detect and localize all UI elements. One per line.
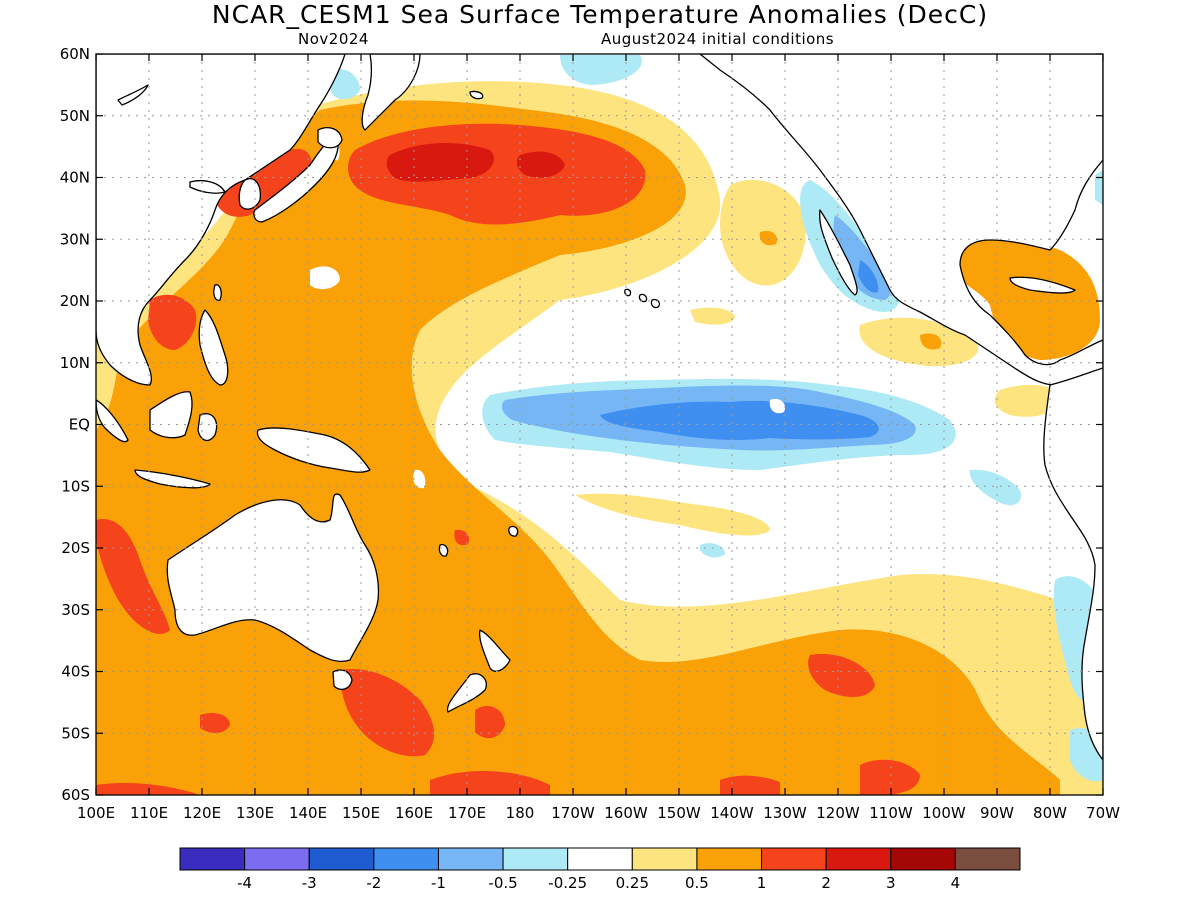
colorbar-swatch [696, 847, 763, 871]
lon-label: 150E [342, 804, 380, 822]
colorbar-label: -4 [237, 874, 252, 892]
colorbar-label: -0.5 [488, 874, 517, 892]
graticule [96, 54, 1103, 795]
colorbar-label: 3 [886, 874, 896, 892]
colorbar-label: 1 [757, 874, 767, 892]
colorbar-label: -2 [366, 874, 381, 892]
anomaly-field [96, 54, 1103, 795]
lat-label: EQ [69, 416, 90, 434]
lon-label: 170W [551, 804, 595, 822]
lat-label: 10N [60, 354, 90, 372]
lat-label: 60S [61, 786, 90, 804]
colorbar-swatch [502, 847, 569, 871]
lon-label: 130W [763, 804, 807, 822]
colorbar-label: 0.25 [616, 874, 649, 892]
colorbar-swatch [244, 847, 310, 871]
valid-month-label: Nov2024 [298, 30, 369, 48]
colorbar-label: -0.25 [548, 874, 587, 892]
colorbar-swatch [761, 847, 827, 871]
lon-label: 170E [448, 804, 486, 822]
colorbar-label: 0.5 [685, 874, 709, 892]
initial-conditions-label: August2024 initial conditions [601, 30, 835, 48]
colorbar-label: -1 [431, 874, 446, 892]
lon-label: 70W [1086, 804, 1120, 822]
colorbar-label: 4 [951, 874, 961, 892]
lon-label: 100E [77, 804, 115, 822]
lat-label: 20N [60, 292, 90, 310]
lon-label: 110W [869, 804, 913, 822]
colorbar-swatch [179, 847, 246, 871]
lon-label: 120W [816, 804, 860, 822]
lon-label: 130E [236, 804, 274, 822]
lat-label: 40N [60, 169, 90, 187]
lon-label: 160E [395, 804, 433, 822]
lat-label: 60N [60, 45, 90, 63]
colorbar-label: -3 [302, 874, 317, 892]
colorbar-swatch [954, 847, 1021, 871]
lon-label: 120E [183, 804, 221, 822]
map-title: NCAR_CESM1 Sea Surface Temperature Anoma… [211, 0, 989, 29]
colorbar-swatch [631, 847, 698, 871]
lon-label: 160W [604, 804, 648, 822]
colorbar-swatch [373, 847, 439, 871]
lat-label: 20S [61, 539, 90, 557]
lat-label: 50N [60, 107, 90, 125]
colorbar-swatch [308, 847, 375, 871]
colorbar-swatch [437, 847, 504, 871]
latitude-axis: 60N 50N 40N 30N 20N 10N EQ 10S 20S 30S 40S 50S 60S [60, 45, 1103, 804]
lon-label: 80W [1033, 804, 1067, 822]
lon-label: 90W [980, 804, 1014, 822]
lon-label: 180 [506, 804, 535, 822]
colorbar-swatch [825, 847, 892, 871]
colorbar: -4 -3 -2 -1 -0.5 -0.25 0.25 0.5 1 2 3 4 [179, 847, 1021, 892]
lon-label: 100W [922, 804, 966, 822]
lon-label: 150W [657, 804, 701, 822]
lat-label: 30S [61, 601, 90, 619]
lat-label: 10S [61, 477, 90, 495]
lon-label: 140W [710, 804, 754, 822]
lat-label: 30N [60, 230, 90, 248]
longitude-axis: 100E 110E 120E 130E 140E 150E 160E 170E 180 170W 1… [77, 54, 1120, 822]
lat-label: 40S [61, 663, 90, 681]
colorbar-label: 2 [821, 874, 831, 892]
lon-label: 110E [130, 804, 168, 822]
lat-label: 50S [61, 724, 90, 742]
colorbar-swatch [567, 847, 633, 871]
colorbar-swatch [890, 847, 956, 871]
lon-label: 140E [289, 804, 327, 822]
